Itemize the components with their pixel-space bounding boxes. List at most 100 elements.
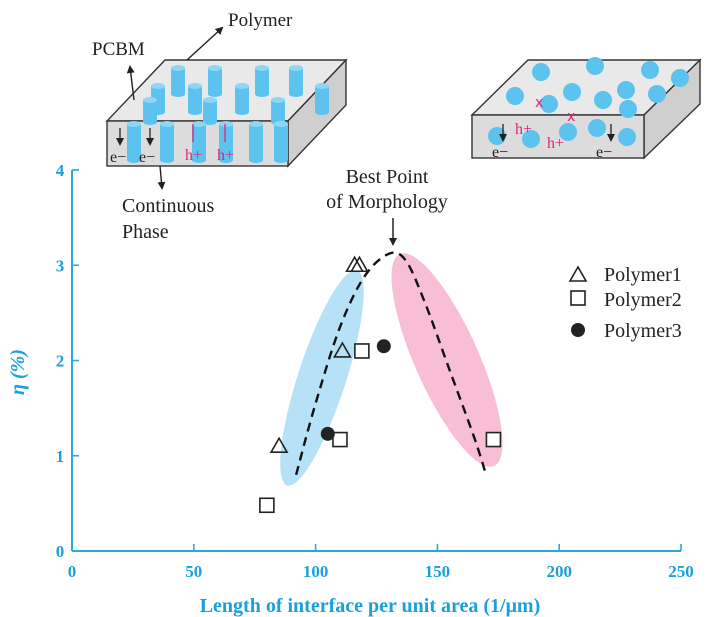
polymer-cylinder bbox=[274, 124, 288, 160]
polymer-cylinder-top bbox=[192, 121, 206, 127]
data-point-polymer2 bbox=[259, 497, 275, 514]
x-tick-label: 250 bbox=[668, 562, 694, 581]
polymer-cylinder-base bbox=[188, 109, 202, 115]
polymer-cylinder-base bbox=[192, 157, 206, 163]
polymer-cylinder-top bbox=[271, 97, 285, 103]
x-axis-label: Length of interface per unit area (1/μm) bbox=[200, 595, 541, 617]
legend-label-polymer1: Polymer1 bbox=[604, 264, 682, 286]
hole-label-1: h+ bbox=[185, 147, 202, 164]
polymer-domain-dot bbox=[559, 123, 577, 141]
x-tick-label: 200 bbox=[546, 562, 572, 581]
polymer-domain-dot bbox=[618, 128, 636, 146]
polymer-cylinder bbox=[249, 124, 263, 160]
data-point-polymer2 bbox=[485, 431, 502, 448]
polymer-cylinder-base bbox=[289, 91, 303, 97]
x-tick-label: 50 bbox=[185, 562, 202, 581]
polymer-cylinder-top bbox=[289, 65, 303, 71]
data-point-polymer1 bbox=[333, 341, 352, 358]
best-point-label-line1: Best Point bbox=[346, 166, 429, 188]
polymer-cylinder-top bbox=[160, 121, 174, 127]
data-point-polymer2 bbox=[354, 343, 370, 359]
polymer-cylinder-base bbox=[127, 157, 141, 163]
polymer-domain-dot bbox=[641, 61, 659, 79]
x-ticks: 0 50 100 150 200 250 bbox=[68, 544, 694, 581]
legend-marker-polymer3 bbox=[571, 323, 585, 337]
y-tick-label: 1 bbox=[56, 447, 65, 466]
morphology-dispersed-diagram: x x h+ h+ e− e− bbox=[470, 57, 702, 161]
best-point-annotation: Best Point of Morphology bbox=[326, 166, 448, 246]
polymer-cylinder-top bbox=[235, 83, 249, 89]
blocked-mark-1: x bbox=[535, 95, 543, 111]
y-tick-label: 2 bbox=[56, 352, 65, 371]
polymer-cylinder-base bbox=[208, 91, 222, 97]
polymer-domain-dot bbox=[586, 57, 604, 75]
polymer-cylinder-base bbox=[235, 109, 249, 115]
polymer-cylinder bbox=[171, 68, 185, 94]
polymer-label: Polymer bbox=[228, 10, 293, 31]
x-tick-label: 100 bbox=[303, 562, 329, 581]
polymer-domain-dot bbox=[619, 100, 637, 118]
polymer-domain-dot bbox=[540, 95, 558, 113]
morphology-continuous-diagram: PCBM Polymer e− e− h+ h+ Continuous Phas… bbox=[92, 10, 348, 243]
polymer-cylinder bbox=[315, 86, 329, 112]
y-tick-label: 3 bbox=[56, 256, 65, 275]
polymer-cylinder-base bbox=[255, 91, 269, 97]
polymer-cylinder-base bbox=[203, 119, 217, 125]
polymer-cylinder bbox=[160, 124, 174, 160]
data-point-polymer2 bbox=[332, 431, 348, 448]
electron-label-4: e− bbox=[596, 144, 612, 161]
polymer-cylinder-base bbox=[171, 91, 185, 97]
electron-label-1: e− bbox=[110, 149, 126, 166]
pcbm-label: PCBM bbox=[92, 39, 145, 60]
best-point-label-line2: of Morphology bbox=[326, 191, 448, 213]
polymer-cylinder bbox=[235, 86, 249, 112]
fit-curve bbox=[294, 251, 488, 476]
polymer-domain-dot bbox=[563, 83, 581, 101]
legend-label-polymer2: Polymer2 bbox=[604, 289, 682, 311]
polymer-cylinder-top bbox=[315, 83, 329, 89]
continuous-label-line2: Phase bbox=[122, 221, 169, 243]
polymer-cylinder bbox=[255, 68, 269, 94]
polymer-domain-dot bbox=[671, 69, 689, 87]
continuous-arrow bbox=[157, 165, 166, 190]
polymer-domain-dot bbox=[648, 85, 666, 103]
data-point-polymer1 bbox=[350, 255, 369, 273]
data-point-polymer3 bbox=[320, 426, 335, 441]
polymer-domain-dot bbox=[532, 63, 550, 81]
x-tick-label: 150 bbox=[425, 562, 451, 581]
x-tick-label: 0 bbox=[68, 562, 77, 581]
polymer-cylinder bbox=[203, 100, 217, 122]
polymer-cylinder-top bbox=[143, 97, 157, 103]
y-axis-label: η (%) bbox=[7, 349, 29, 395]
electron-label-2: e− bbox=[139, 149, 155, 166]
polymer-cylinder-top bbox=[203, 97, 217, 103]
polymer-cylinder bbox=[188, 86, 202, 112]
polymer-cylinder-top bbox=[171, 65, 185, 71]
data-point-polymer1 bbox=[269, 436, 289, 454]
polymer-cylinder bbox=[192, 124, 206, 160]
polymer-cylinder-top bbox=[219, 121, 233, 127]
hole-label-2: h+ bbox=[217, 147, 234, 164]
polymer-cylinder bbox=[289, 68, 303, 94]
polymer-cylinder-top bbox=[188, 83, 202, 89]
pcbm-arrow bbox=[126, 65, 135, 101]
polymer-domain-dot bbox=[617, 81, 635, 99]
legend-label-polymer3: Polymer3 bbox=[604, 320, 682, 342]
polymer-cylinder-base bbox=[143, 119, 157, 125]
polymer-cylinder bbox=[127, 124, 141, 160]
polymer-domain-dot bbox=[522, 130, 540, 148]
polymer-domain-dot bbox=[588, 119, 606, 137]
hole-label-3: h+ bbox=[515, 121, 532, 138]
polymer-arrow bbox=[186, 26, 224, 61]
electron-label-3: e− bbox=[492, 144, 508, 161]
continuous-label-line1: Continuous bbox=[122, 195, 214, 217]
polymer-cylinder-top bbox=[249, 121, 263, 127]
legend: Polymer1 Polymer2 Polymer3 bbox=[568, 264, 682, 342]
data-points bbox=[259, 255, 502, 514]
blocked-mark-2: x bbox=[567, 109, 575, 125]
polymer-cylinder-top bbox=[151, 83, 165, 89]
polymer-cylinder-base bbox=[249, 157, 263, 163]
y-tick-label: 0 bbox=[56, 542, 65, 561]
polymer-cylinder bbox=[143, 100, 157, 122]
